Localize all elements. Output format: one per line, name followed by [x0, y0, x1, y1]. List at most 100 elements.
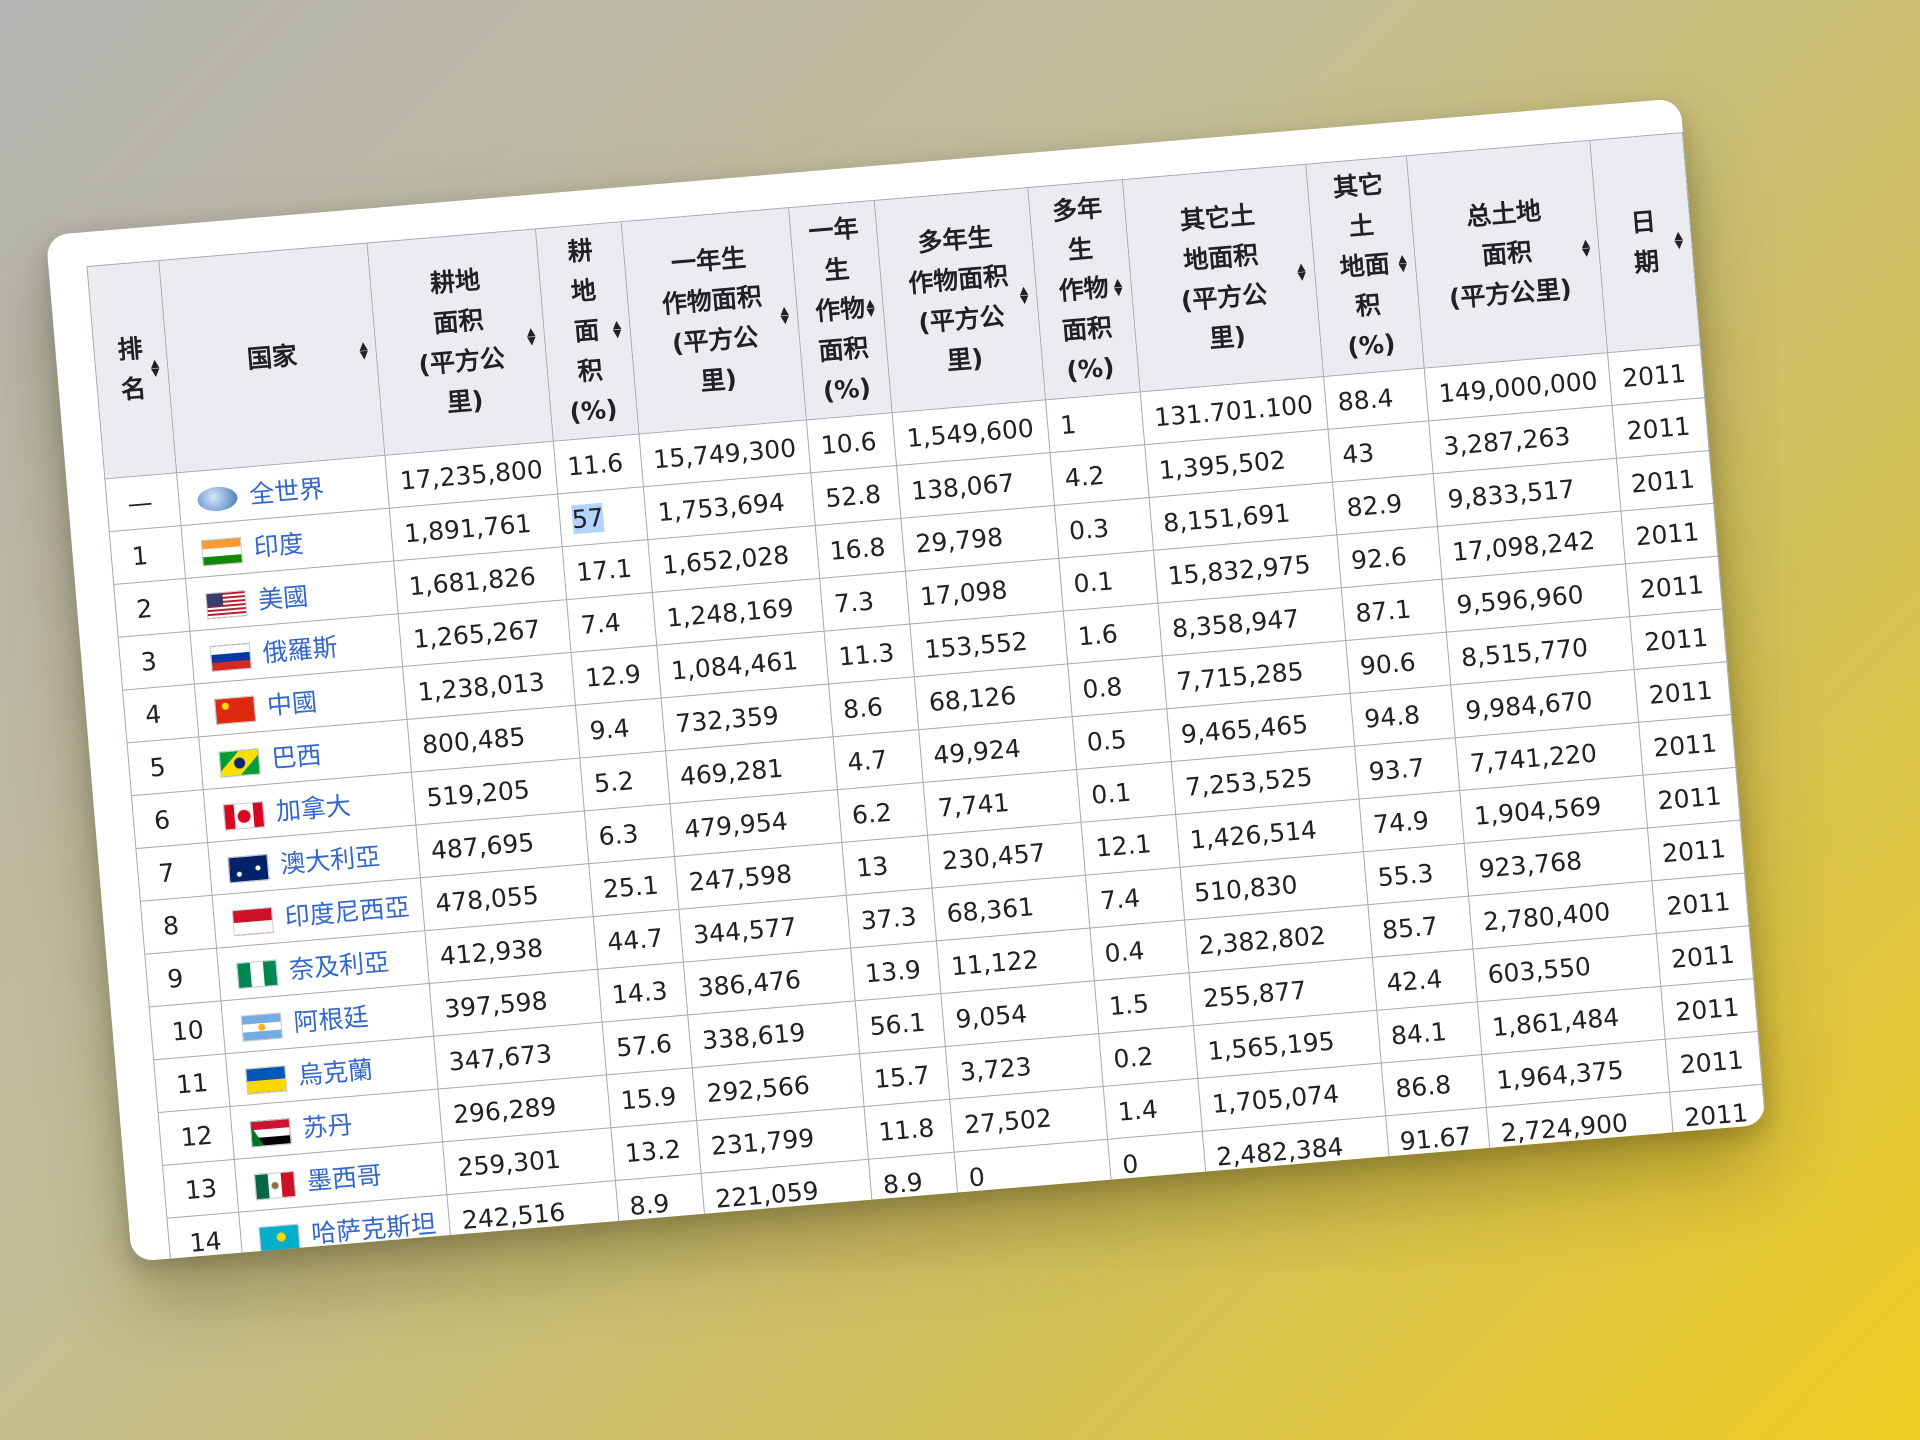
column-header-label: 日期: [1629, 202, 1661, 284]
country-link[interactable]: 中國: [265, 687, 319, 721]
date-cell: 2011: [1625, 556, 1723, 617]
header-label-line: 面积: [817, 333, 870, 367]
arable-pct-cell: 25.1: [588, 856, 679, 917]
sort-arrows-icon[interactable]: ▲ ▼: [611, 317, 623, 341]
country-link[interactable]: 印度: [252, 528, 305, 563]
sort-arrows-icon[interactable]: ▲ ▼: [1296, 260, 1307, 283]
sort-arrows-icon[interactable]: ▲ ▼: [1580, 236, 1592, 259]
sort-arrows-icon[interactable]: ▲ ▼: [1673, 228, 1684, 252]
date-cell: 2011: [1607, 344, 1705, 406]
date-cell: 2011: [1638, 714, 1736, 776]
arable-pct-cell: 57.6: [601, 1014, 692, 1075]
arable-pct-cell: 15.9: [606, 1067, 697, 1128]
header-label-line: (平方公里): [1447, 273, 1573, 314]
argentina-flag-icon: [240, 1012, 283, 1042]
sort-arrows-icon[interactable]: ▲ ▼: [1018, 283, 1030, 307]
column-header-date[interactable]: 日期 ▲ ▼: [1589, 132, 1701, 353]
column-header-label: 国家: [246, 336, 299, 380]
date-cell: 2011: [1656, 925, 1754, 987]
sort-arrows-icon[interactable]: ▲ ▼: [779, 303, 790, 327]
country-link[interactable]: 奈及利亞: [288, 947, 391, 985]
column-header-perennial-area[interactable]: 多年生 作物面积 (平方公 里) ▲ ▼: [874, 187, 1046, 413]
country-link[interactable]: 美國: [257, 581, 310, 615]
other-pct-cell: 74.9: [1358, 790, 1465, 852]
column-header-perennial-pct[interactable]: 多年生作物 面积 (%) ▲ ▼: [1027, 179, 1140, 400]
country-link[interactable]: 俄羅斯: [261, 632, 339, 668]
rank-cell: —: [104, 472, 182, 532]
date-cell: 2011: [1616, 450, 1714, 512]
header-label-line: 里): [445, 385, 485, 418]
rank-cell: 6: [131, 789, 208, 849]
header-label-line: 面积: [1060, 312, 1114, 346]
other-pct-cell: 92.6: [1336, 526, 1442, 588]
rank-cell: 2: [113, 578, 191, 638]
perennial-pct-cell: 1.5: [1094, 972, 1193, 1034]
country-link[interactable]: 哈萨克斯坦: [310, 1209, 438, 1249]
other-pct-cell: 43: [1327, 420, 1434, 483]
column-header-arable-area[interactable]: 耕地 面积 (平方公 里) ▲ ▼: [367, 228, 553, 456]
sort-arrows-icon[interactable]: ▲ ▼: [150, 356, 161, 380]
column-header-label: 其它土 地面积 (平方公 里): [1173, 195, 1273, 362]
date-cell: 2011: [1674, 1137, 1767, 1198]
date-cell: 2011: [1669, 1084, 1767, 1145]
header-label-line: (%): [1346, 328, 1397, 362]
sort-arrows-icon[interactable]: ▲ ▼: [1397, 251, 1408, 275]
column-header-label: 一年生 作物面积 (平方公 里): [657, 237, 770, 405]
rank-cell: 5: [127, 736, 204, 796]
country-link[interactable]: 巴西: [270, 740, 323, 774]
other-pct-cell: 85.7: [1367, 896, 1474, 958]
header-label-line: 生: [823, 254, 851, 286]
header-label-line: 面积: [1480, 237, 1534, 271]
sort-arrows-icon[interactable]: ▲ ▼: [865, 296, 876, 319]
country-link[interactable]: 苏丹: [301, 1109, 354, 1144]
rank-cell: 14: [166, 1212, 244, 1262]
country-link[interactable]: 阿根廷: [292, 1002, 370, 1038]
country-link[interactable]: 烏克蘭: [296, 1055, 375, 1091]
date-cell: 2011: [1634, 661, 1732, 723]
header-label-line: (平方公: [1179, 279, 1269, 316]
annual-pct-cell: 56.1: [855, 993, 946, 1054]
rank-cell: 10: [149, 1000, 226, 1060]
russia-flag-icon: [209, 642, 252, 673]
perennial-pct-cell: 7.4: [1085, 867, 1185, 928]
country-link[interactable]: 澳大利亞: [279, 841, 382, 879]
column-header-label: 其它土地面积 (%): [1331, 164, 1398, 367]
annual-pct-cell: 16.8: [815, 518, 906, 579]
column-header-label: 排名: [116, 329, 148, 411]
rank-cell: 3: [118, 631, 195, 691]
header-label-line: 耕: [566, 235, 594, 267]
other-pct-cell: 86.8: [1380, 1054, 1487, 1116]
sort-arrows-icon[interactable]: ▲ ▼: [1112, 275, 1124, 299]
annual-pct-cell: 8.6: [828, 676, 919, 737]
other-pct-cell: 55.3: [1363, 843, 1469, 905]
header-label-line: 国家: [245, 340, 299, 374]
column-header-other-pct[interactable]: 其它土地面积 (%) ▲ ▼: [1305, 155, 1425, 377]
header-label-line: (平方公: [670, 322, 760, 359]
arable-area-cell: 240,553: [451, 1233, 624, 1262]
farmland-table: 排名 ▲ ▼ 国家 ▲ ▼ 耕地 面积 (平方公 里) ▲ ▼ 耕地面积 (%) ▲ ▼ 一年生 作物面积 (平方公…: [86, 132, 1767, 1262]
arable-pct-cell: 5.2: [579, 750, 670, 811]
column-header-total-area[interactable]: 总土地 面积 (平方公里) ▲ ▼: [1406, 140, 1608, 369]
country-link[interactable]: 墨西哥: [305, 1160, 383, 1196]
annual-pct-cell: 26.7: [872, 1204, 964, 1262]
brazil-flag-icon: [218, 748, 261, 778]
header-label-line: 一年生: [669, 242, 748, 279]
header-label-line: 作物: [1057, 272, 1110, 306]
header-label-line: 地: [569, 275, 598, 307]
column-header-country[interactable]: 国家 ▲ ▼: [158, 243, 386, 473]
annual-pct-cell: 10.6: [806, 412, 897, 473]
column-header-label: 多年生作物 面积 (%): [1050, 188, 1117, 391]
sort-arrows-icon[interactable]: ▲ ▼: [526, 324, 537, 348]
country-link[interactable]: 印度尼西亞: [283, 892, 411, 932]
column-header-annual-area[interactable]: 一年生 作物面积 (平方公 里) ▲ ▼: [620, 207, 807, 435]
arable-pct-cell: 44.7: [592, 909, 684, 970]
annual-pct-cell: 8.9: [868, 1152, 959, 1213]
header-label-line: 多年: [1050, 192, 1104, 227]
perennial-pct-cell: 0.1: [1076, 761, 1176, 823]
sort-arrows-icon[interactable]: ▲ ▼: [358, 338, 369, 362]
country-link[interactable]: 全世界: [248, 474, 326, 510]
column-header-other-area[interactable]: 其它土 地面积 (平方公 里) ▲ ▼: [1121, 164, 1324, 392]
header-label-line: 一年: [807, 213, 860, 247]
country-link[interactable]: 加拿大: [274, 790, 352, 827]
annual-pct-cell: 52.8: [810, 465, 901, 526]
